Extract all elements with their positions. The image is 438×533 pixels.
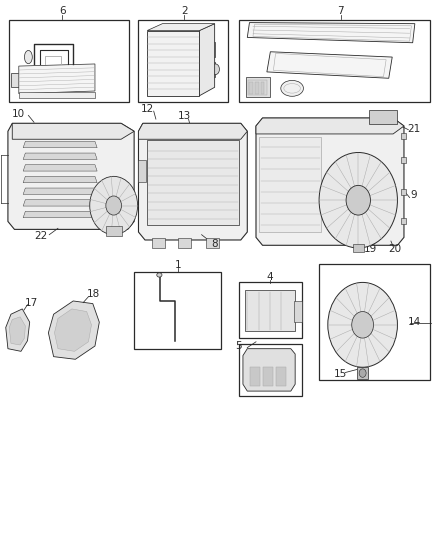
Text: 17: 17 (25, 297, 38, 308)
Bar (294, 301, 302, 322)
Text: 9: 9 (411, 190, 417, 200)
Circle shape (346, 185, 371, 215)
Bar (152, 238, 165, 248)
Bar (401, 217, 406, 224)
Polygon shape (8, 123, 134, 229)
Bar (401, 133, 406, 139)
Bar (106, 226, 122, 236)
Polygon shape (199, 23, 215, 96)
Bar (19, 92, 95, 98)
Bar (206, 238, 219, 248)
Bar (353, 244, 364, 252)
Text: 21: 21 (407, 124, 420, 134)
Polygon shape (11, 73, 20, 87)
Bar (250, 82, 253, 94)
Ellipse shape (25, 51, 32, 63)
Circle shape (359, 369, 366, 377)
Bar (263, 367, 273, 386)
Text: 2: 2 (181, 6, 187, 16)
Ellipse shape (212, 64, 219, 75)
Text: 13: 13 (177, 111, 191, 122)
Polygon shape (247, 22, 415, 43)
Bar (248, 80, 267, 95)
Text: 19: 19 (364, 244, 377, 254)
Polygon shape (23, 165, 97, 171)
Text: 1: 1 (174, 261, 181, 270)
Ellipse shape (157, 273, 162, 277)
Bar (199, 62, 215, 77)
Text: 12: 12 (141, 104, 154, 114)
Polygon shape (23, 188, 97, 195)
Polygon shape (12, 123, 134, 139)
Text: 20: 20 (388, 244, 401, 254)
Polygon shape (243, 349, 295, 391)
Bar (401, 189, 406, 195)
Text: 4: 4 (267, 272, 273, 282)
Ellipse shape (281, 80, 304, 96)
Bar (9, 20, 129, 102)
Polygon shape (245, 290, 295, 331)
Polygon shape (23, 141, 97, 148)
Bar (239, 282, 302, 338)
Text: 10: 10 (12, 109, 25, 119)
Bar (251, 367, 260, 386)
Bar (134, 272, 221, 349)
Polygon shape (23, 176, 97, 183)
Text: 6: 6 (59, 6, 66, 16)
Polygon shape (147, 30, 199, 96)
Text: 15: 15 (333, 369, 346, 379)
Polygon shape (259, 136, 321, 232)
Bar (138, 160, 146, 182)
Circle shape (352, 312, 374, 338)
Circle shape (106, 196, 121, 215)
Text: 5: 5 (235, 341, 242, 351)
Polygon shape (147, 23, 215, 30)
Polygon shape (256, 118, 404, 245)
Bar (357, 367, 368, 379)
Circle shape (319, 152, 397, 248)
Bar (401, 157, 406, 163)
Text: 18: 18 (87, 289, 100, 299)
Text: 22: 22 (34, 231, 47, 241)
Text: 8: 8 (212, 239, 218, 249)
Polygon shape (6, 309, 30, 351)
Polygon shape (147, 140, 239, 225)
Polygon shape (9, 317, 25, 345)
Polygon shape (138, 123, 247, 240)
Bar (319, 264, 430, 381)
Bar (178, 238, 191, 248)
Bar (255, 82, 258, 94)
Text: 7: 7 (338, 6, 344, 16)
Polygon shape (256, 118, 404, 134)
Polygon shape (138, 123, 247, 139)
Bar (239, 20, 430, 102)
Polygon shape (19, 64, 95, 94)
Polygon shape (23, 200, 97, 206)
Bar (276, 367, 286, 386)
Text: 14: 14 (407, 317, 420, 327)
Bar (138, 20, 228, 102)
Bar (246, 77, 270, 97)
Bar (261, 82, 264, 94)
Polygon shape (23, 153, 97, 159)
Polygon shape (369, 110, 397, 124)
Polygon shape (23, 212, 97, 217)
Bar (239, 344, 302, 397)
Polygon shape (54, 309, 92, 351)
Bar (199, 42, 215, 57)
Circle shape (328, 282, 397, 367)
Polygon shape (267, 52, 392, 78)
Polygon shape (48, 301, 99, 359)
Circle shape (90, 176, 138, 235)
